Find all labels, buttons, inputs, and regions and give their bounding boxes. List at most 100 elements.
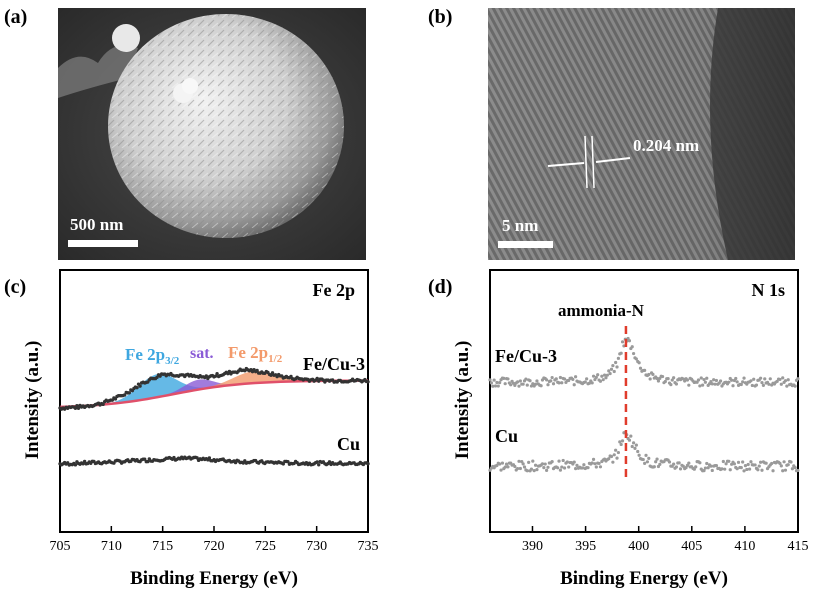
chart-d-point-fecu [705, 376, 709, 380]
sem-image-graphic: 500 nm [58, 8, 366, 260]
chart-d-point-fecu [645, 373, 649, 378]
chart-d-point-fecu [545, 378, 549, 382]
chart-c-point-cu [235, 458, 239, 463]
chart-c-point-fecu [99, 401, 104, 406]
chart-d-point-cu [509, 461, 513, 465]
chart-c-point-cu [341, 462, 346, 467]
chart-c-tick-label: 710 [101, 539, 122, 554]
chart-d-point-fecu [701, 383, 705, 387]
chart-d-point-cu [521, 462, 525, 466]
chart-d-point-fecu [600, 374, 604, 378]
chart-c-point-cu [246, 460, 250, 465]
chart-d-point-cu [765, 467, 770, 471]
chart-c-point-fecu [86, 403, 90, 408]
chart-d-point-cu [652, 465, 656, 469]
chart-c-point-cu [61, 462, 65, 466]
chart-c-point-fecu [121, 393, 125, 398]
chart-d-point-cu [782, 460, 786, 464]
chart-c-point-fecu [320, 377, 324, 381]
chart-d-point-fecu [609, 367, 614, 371]
chart-c-point-cu [127, 459, 131, 464]
chart-d-point-fecu [502, 376, 506, 380]
chart-c-point-fecu [333, 380, 338, 384]
chart-d-point-fecu [500, 376, 505, 380]
chart-d-point-cu [645, 460, 649, 464]
chart-c-point-cu [218, 457, 222, 462]
chart-c-point-cu [101, 460, 105, 465]
chart-d-point-cu [587, 461, 592, 465]
chart-c-point-fecu [241, 368, 245, 372]
chart-d-point-cu [738, 465, 742, 470]
chart-d-point-cu [574, 467, 578, 471]
chart-d-point-cu [533, 463, 538, 467]
chart-c-point-fecu [89, 404, 93, 408]
chart-c-point-fecu [295, 375, 299, 380]
chart-d-point-cu [678, 467, 683, 471]
chart-c-point-cu [79, 461, 84, 465]
chart-d-tick-label: 390 [522, 539, 543, 554]
chart-c-point-cu [186, 456, 190, 460]
chart-c-point-fecu [72, 405, 76, 409]
chart-d-point-fecu [524, 377, 528, 381]
chart-d-point-fecu [506, 377, 510, 381]
chart-c-point-cu [236, 459, 241, 463]
chart-d-point-cu [786, 463, 790, 467]
chart-d-point-cu [774, 461, 778, 465]
chart-c-point-cu [58, 462, 62, 466]
chart-d-point-cu [536, 464, 540, 468]
chart-d-point-fecu [616, 356, 621, 360]
chart-c-point-cu [107, 459, 111, 463]
chart-d-point-cu [749, 460, 753, 464]
chart-c-point-fecu [293, 377, 298, 381]
chart-d-point-fecu [539, 384, 543, 388]
chart-d-point-cu [489, 466, 493, 470]
chart-d-point-cu [524, 468, 528, 472]
chart-d-point-cu [709, 464, 713, 468]
chart-d-point-fecu [542, 376, 546, 380]
chart-d-point-cu [609, 454, 614, 459]
chart-d-point-cu [518, 466, 522, 471]
chart-d-point-fecu [781, 376, 785, 380]
chart-d-point-cu [710, 468, 714, 473]
chart-d-point-fecu [794, 378, 799, 382]
chart-d-point-cu [783, 468, 788, 472]
chart-c-point-fecu [258, 371, 262, 375]
chart-c-point-cu [310, 462, 315, 467]
chart-c-point-fecu [238, 367, 242, 371]
chart-d-point-fecu [654, 375, 658, 379]
chart-c-point-cu [343, 462, 347, 466]
chart-c-point-fecu [264, 369, 269, 374]
chart-d-point-cu [654, 460, 658, 464]
chart-c-point-cu [323, 462, 327, 466]
chart-d-point-cu [768, 463, 772, 467]
chart-c-point-fecu [289, 374, 293, 379]
chart-c-point-fecu [212, 375, 216, 379]
chart-d-point-cu [527, 460, 531, 464]
chart-d-point-fecu [691, 379, 695, 383]
chart-d-point-fecu [716, 382, 720, 386]
chart-c-point-fecu [147, 378, 152, 382]
chart-c-point-cu [247, 460, 252, 465]
chart-d-point-cu [694, 465, 698, 469]
chart-c-point-fecu [301, 378, 306, 382]
chart-c-point-fecu [203, 375, 207, 380]
chart-d-point-cu [516, 466, 520, 471]
chart-d-point-fecu [676, 378, 680, 382]
chart-d-point-cu [583, 466, 587, 471]
chart-d-point-cu [727, 459, 731, 463]
chart-d-point-fecu [746, 380, 750, 384]
chart-c-point-cu [70, 462, 75, 467]
chart-d-point-cu [794, 469, 799, 473]
chart-d-fecu-label: Fe/Cu-3 [495, 346, 557, 366]
chart-d-point-fecu [547, 379, 551, 384]
chart-c-point-fecu [276, 372, 281, 377]
chart-c-tick-label: 720 [204, 539, 225, 554]
chart-c-point-cu [364, 461, 369, 465]
chart-d-point-cu [718, 467, 723, 472]
chart-c-point-cu [216, 458, 221, 463]
chart-c-point-cu [210, 459, 215, 463]
chart-d-point-cu [754, 466, 759, 470]
chart-c-point-fecu [247, 369, 252, 373]
chart-c-point-fecu [226, 371, 230, 376]
chart-d-point-fecu [531, 382, 535, 386]
